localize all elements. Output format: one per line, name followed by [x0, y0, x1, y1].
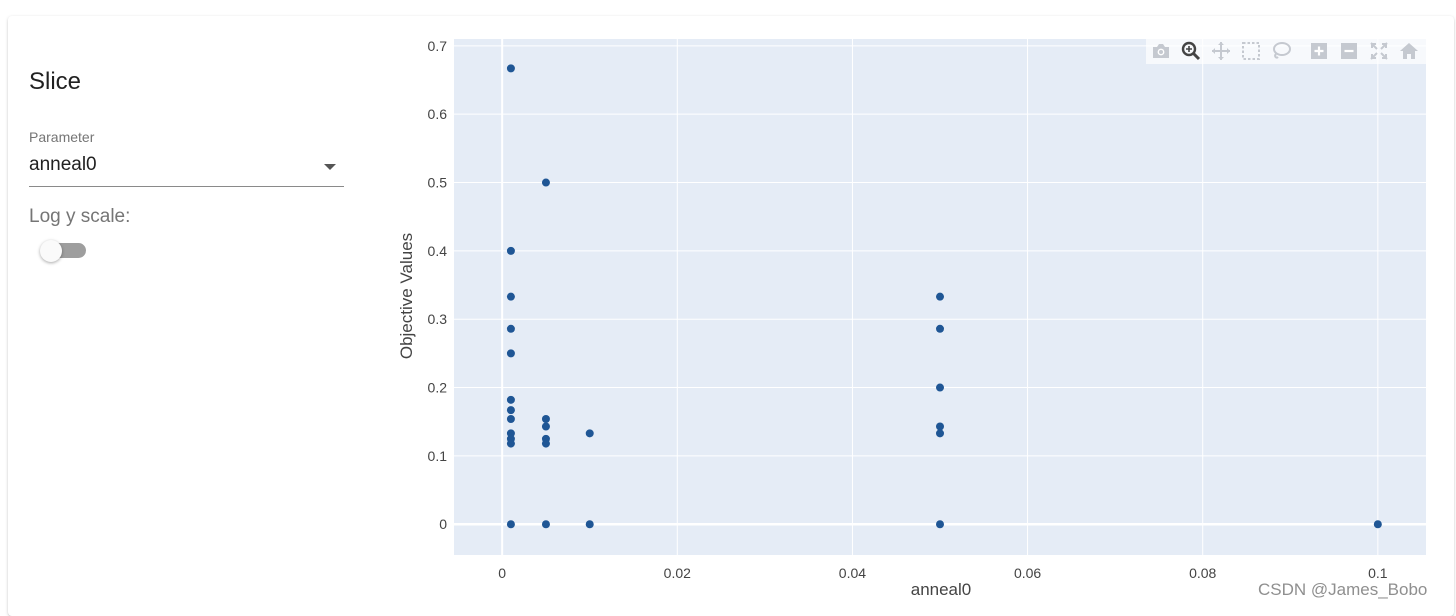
- x-tick-label: 0.04: [839, 565, 866, 581]
- scatter-point[interactable]: [506, 520, 515, 529]
- scatter-point[interactable]: [506, 324, 515, 333]
- y-tick-label: 0.2: [428, 380, 448, 396]
- scatter-point[interactable]: [541, 422, 550, 431]
- scatter-point[interactable]: [506, 246, 515, 255]
- x-tick-label: 0.1: [1368, 565, 1388, 581]
- y-tick-label: 0.5: [428, 175, 448, 191]
- scatter-point[interactable]: [936, 324, 944, 333]
- scatter-point[interactable]: [541, 439, 550, 448]
- y-tick-label: 0.3: [428, 311, 448, 327]
- scatter-point[interactable]: [506, 64, 515, 73]
- lasso-select-icon[interactable]: [1266, 38, 1296, 64]
- scatter-point[interactable]: [541, 520, 550, 529]
- y-axis-title: Objective Values: [397, 233, 416, 359]
- y-tick-labels: 0 0.1 0.2 0.3 0.4 0.5 0.6 0.7: [428, 38, 448, 532]
- scatter-point[interactable]: [541, 414, 550, 423]
- watermark: CSDN @James_Bobo: [1258, 580, 1428, 599]
- scatter-point[interactable]: [936, 422, 944, 431]
- scatter-point[interactable]: [585, 429, 594, 438]
- x-axis-title: anneal0: [911, 580, 972, 599]
- log-y-scale-toggle[interactable]: [40, 240, 88, 262]
- scatter-point[interactable]: [936, 429, 944, 438]
- scatter-point[interactable]: [506, 292, 515, 301]
- camera-icon[interactable]: [1146, 38, 1176, 64]
- plot-modebar: [1146, 38, 1446, 64]
- scatter-point[interactable]: [1373, 520, 1382, 529]
- scatter-point[interactable]: [506, 406, 515, 415]
- zoom-out-icon[interactable]: [1334, 38, 1364, 64]
- y-tick-label: 0.6: [428, 106, 448, 122]
- y-tick-label: 0.7: [428, 38, 448, 54]
- y-tick-label: 0: [439, 516, 447, 532]
- reset-axes-icon[interactable]: [1394, 38, 1424, 64]
- scatter-point[interactable]: [585, 520, 594, 529]
- scatter-point[interactable]: [506, 439, 515, 448]
- x-tick-label: 0.08: [1189, 565, 1216, 581]
- scatter-points: [506, 64, 1382, 529]
- log-y-scale-label: Log y scale:: [29, 206, 131, 227]
- toggle-thumb: [40, 240, 62, 262]
- parameter-label: Parameter: [29, 129, 95, 145]
- y-tick-label: 0.4: [428, 243, 448, 259]
- parameter-select[interactable]: anneal0: [29, 150, 344, 187]
- x-tick-label: 0.02: [664, 565, 691, 581]
- scatter-point[interactable]: [506, 349, 515, 358]
- scatter-point[interactable]: [936, 292, 944, 301]
- pan-icon[interactable]: [1206, 38, 1236, 64]
- scatter-point[interactable]: [506, 414, 515, 423]
- chevron-down-icon: [324, 164, 336, 170]
- x-tick-labels: 0 0.02 0.04 0.06 0.08 0.1: [498, 565, 1388, 581]
- zoom-icon[interactable]: [1176, 38, 1206, 64]
- parameter-select-value: anneal0: [29, 154, 97, 175]
- scatter-point[interactable]: [936, 383, 944, 392]
- scatter-point[interactable]: [541, 178, 550, 187]
- box-select-icon[interactable]: [1236, 38, 1266, 64]
- scatter-point[interactable]: [506, 429, 515, 438]
- y-tick-label: 0.1: [428, 448, 448, 464]
- x-tick-label: 0: [498, 565, 506, 581]
- panel-title: Slice: [29, 68, 82, 95]
- zoom-in-icon[interactable]: [1304, 38, 1334, 64]
- scatter-point[interactable]: [936, 520, 944, 529]
- scatter-point[interactable]: [506, 395, 515, 404]
- autoscale-icon[interactable]: [1364, 38, 1394, 64]
- x-tick-label: 0.06: [1014, 565, 1041, 581]
